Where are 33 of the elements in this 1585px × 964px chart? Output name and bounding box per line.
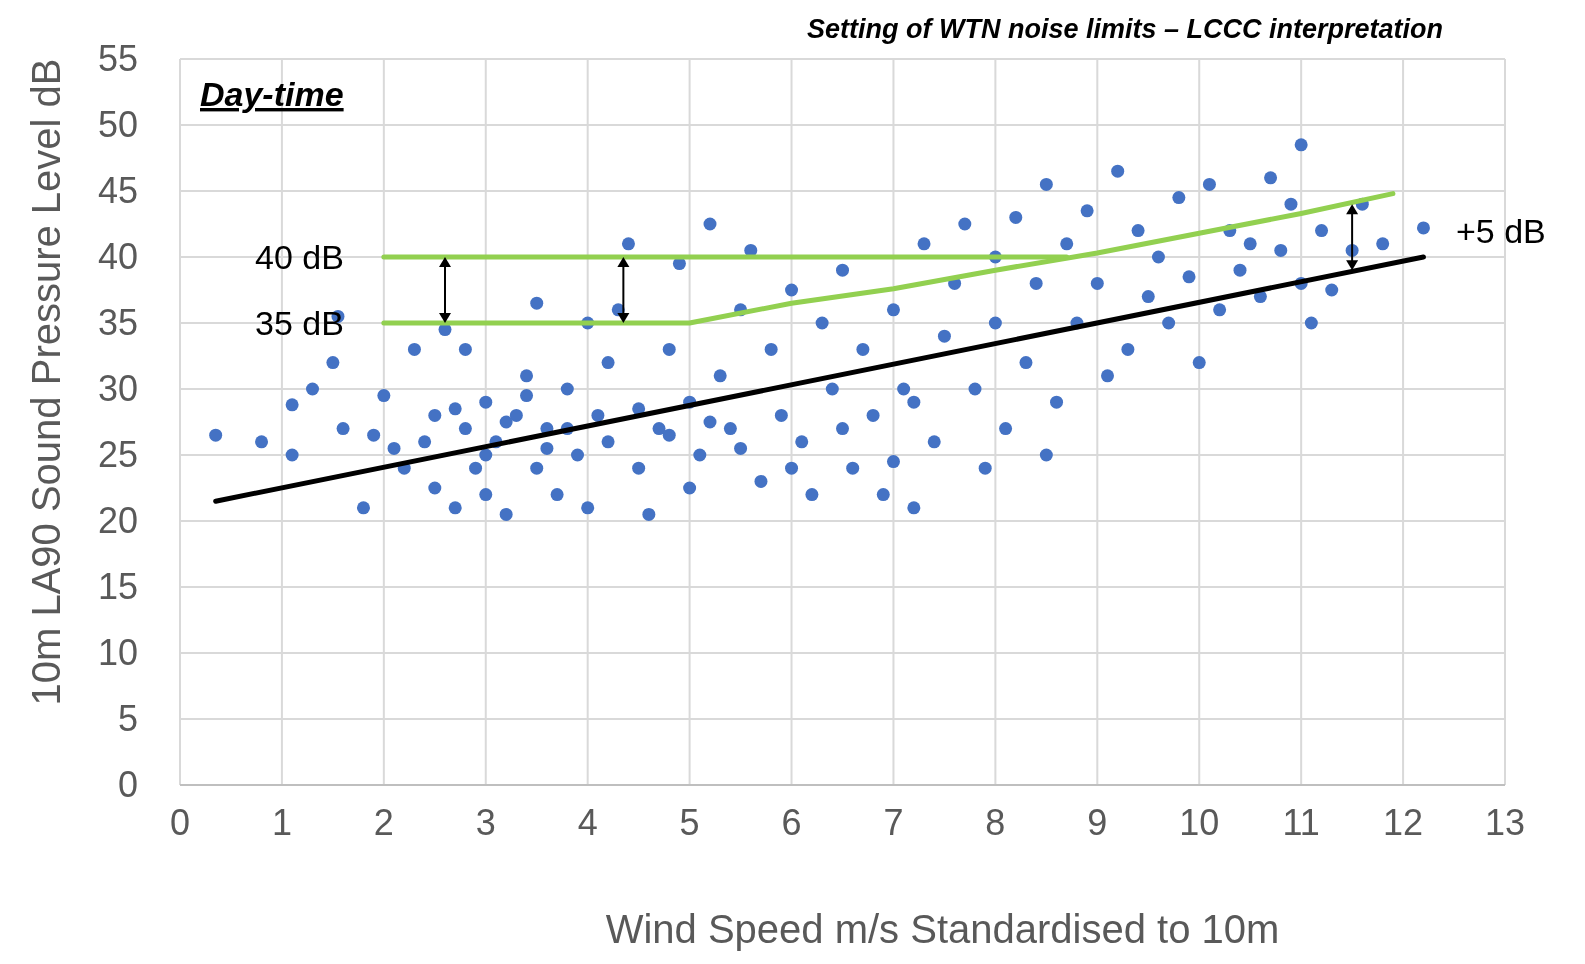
y-tick-label: 0 xyxy=(117,764,138,805)
x-tick-label: 3 xyxy=(475,802,496,843)
x-axis-title: Wind Speed m/s Standardised to 10m xyxy=(605,907,1280,951)
x-tick-label: 1 xyxy=(271,802,292,843)
y-tick-label: 5 xyxy=(117,698,138,739)
y-tick-label: 30 xyxy=(97,368,138,409)
annotation: Day-time xyxy=(200,75,344,113)
x-tick-label: 4 xyxy=(577,802,598,843)
annotation: 35 dB xyxy=(254,304,344,342)
y-tick-label: 25 xyxy=(97,434,138,475)
y-tick-label: 45 xyxy=(97,170,138,211)
y-tick-label: 15 xyxy=(97,566,138,607)
annotation: +5 dB xyxy=(1456,212,1546,250)
x-tick-label: 7 xyxy=(883,802,904,843)
annotation: 40 dB xyxy=(254,238,344,276)
chart-title: Setting of WTN noise limits – LCCC interpretation xyxy=(806,14,1443,44)
x-tick-label: 11 xyxy=(1282,802,1320,843)
y-tick-label: 10 xyxy=(97,632,138,673)
y-tick-label: 50 xyxy=(97,104,138,145)
y-tick-label: 55 xyxy=(97,38,138,79)
x-tick-label: 8 xyxy=(985,802,1006,843)
y-tick-label: 35 xyxy=(97,302,138,343)
y-axis-title: 10m LA90 Sound Pressure Level dB xyxy=(24,58,68,706)
x-tick-label: 2 xyxy=(373,802,394,843)
x-tick-label: 0 xyxy=(169,802,191,843)
x-tick-label: 12 xyxy=(1383,802,1424,843)
x-tick-label: 13 xyxy=(1484,802,1526,843)
y-tick-label: 20 xyxy=(97,500,138,541)
y-tick-label: 40 xyxy=(97,236,138,277)
x-tick-label: 5 xyxy=(679,802,700,843)
x-tick-label: 10 xyxy=(1179,802,1220,843)
x-tick-label: 9 xyxy=(1087,802,1108,843)
x-tick-label: 6 xyxy=(781,802,802,843)
